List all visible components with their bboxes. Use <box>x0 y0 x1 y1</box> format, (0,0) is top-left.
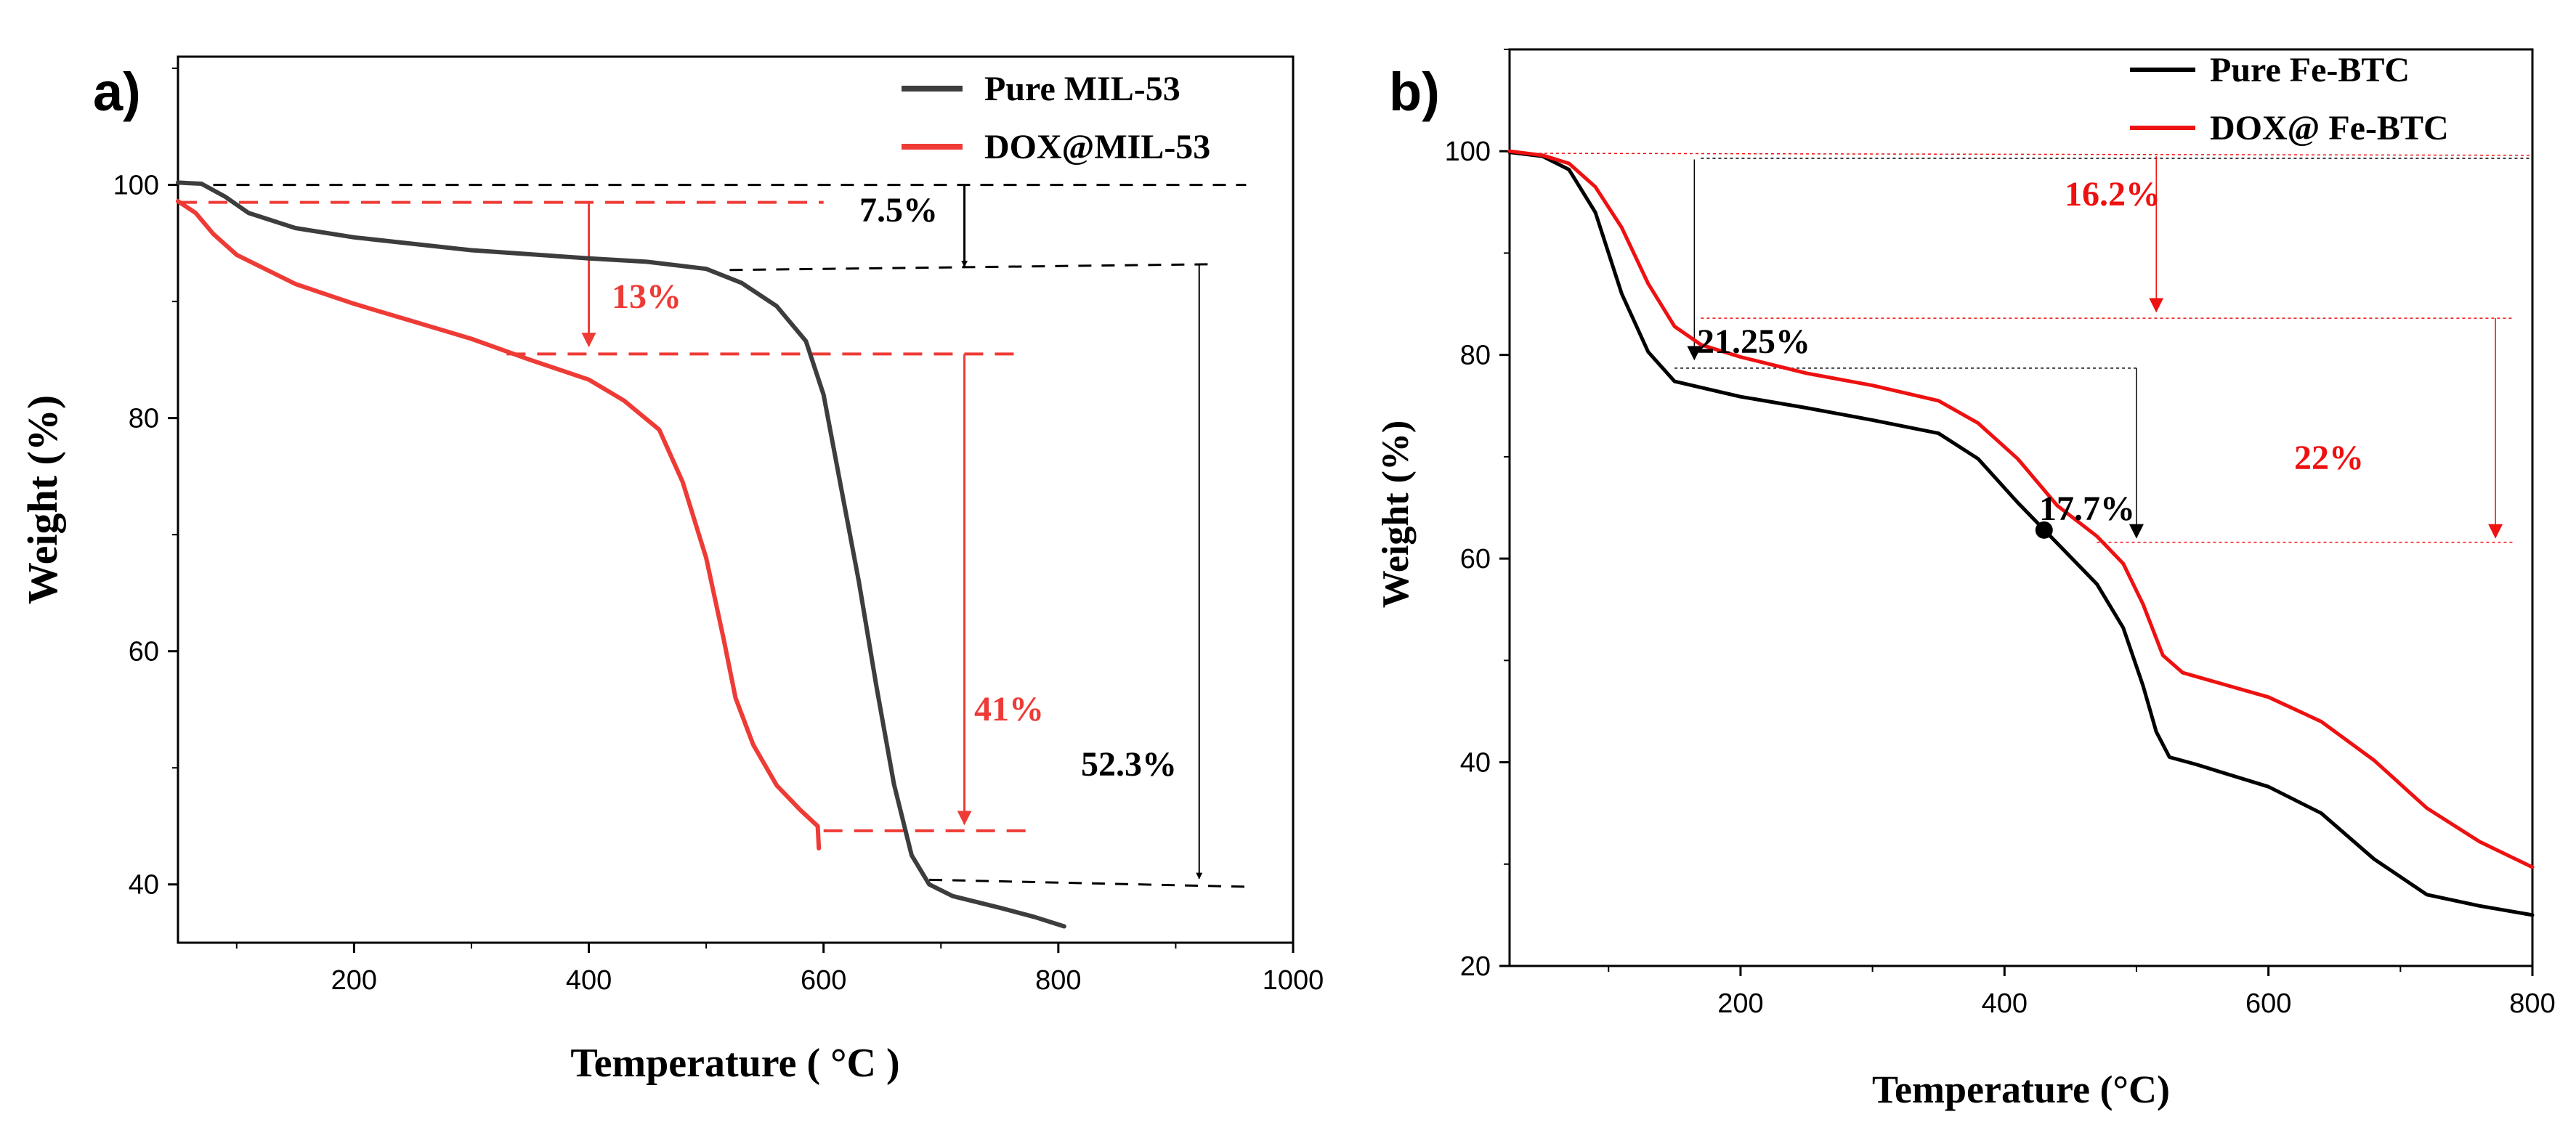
x-tick-label: 200 <box>331 965 377 996</box>
y-tick-label: 100 <box>113 171 159 201</box>
panel-a-ticks <box>168 68 1295 953</box>
y-tick-label: 80 <box>1460 341 1491 371</box>
x-tick-label: 400 <box>1982 988 2028 1019</box>
panel-a-letter: a) <box>93 62 141 122</box>
panel-b-ticks <box>1499 49 2534 976</box>
panel-a-guide-lines <box>178 184 1247 888</box>
panel-b-series <box>1507 149 2535 917</box>
annotation-7-5-percent: 7.5% <box>859 191 938 230</box>
y-tick-label: 40 <box>129 870 159 901</box>
y-tick-label: 60 <box>1460 544 1491 574</box>
annotation-41-percent: 41% <box>974 690 1044 728</box>
panel-b: 200 400 600 800 20 40 60 80 100 b) Weight (%) Te… <box>1375 48 2556 1111</box>
legend-label-pure-fe-btc: Pure Fe-BTC <box>2210 51 2410 89</box>
annotation-16-2-percent: 16.2% <box>2065 175 2160 214</box>
panel-a-tick-labels: 200 400 600 800 1000 40 60 80 100 <box>113 171 1324 996</box>
panel-b-letter: b) <box>1389 62 1440 122</box>
panel-b-tick-labels: 200 400 600 800 20 40 60 80 100 <box>1445 137 2556 1019</box>
series-line-dox-fe-btc <box>1507 149 2535 869</box>
panel-a-y-axis-title: Weight (%) <box>19 395 66 604</box>
annotation-52-3-percent: 52.3% <box>1081 745 1177 784</box>
guide-b-100-red <box>1509 153 2533 156</box>
panel-b-frame <box>1508 48 2534 967</box>
annotation-21-25-percent: 21.25% <box>1697 322 1810 361</box>
panel-b-x-axis-title: Temperature (°C) <box>1872 1068 2170 1111</box>
panel-b-y-axis-title: Weight (%) <box>1375 421 1417 609</box>
legend-label-dox-fe-btc: DOX@ Fe-BTC <box>2210 109 2449 147</box>
guide-a-40 <box>929 878 1247 888</box>
series-line-pure-fe-btc <box>1507 150 2535 917</box>
y-tick-label: 60 <box>129 637 159 667</box>
y-tick-label: 20 <box>1460 951 1491 982</box>
legend-label-pure-mil-53: Pure MIL-53 <box>984 70 1180 108</box>
x-tick-label: 800 <box>2509 988 2555 1019</box>
y-tick-label: 100 <box>1445 137 1491 167</box>
y-tick-label: 40 <box>1460 748 1491 779</box>
x-tick-label: 600 <box>801 965 846 996</box>
x-tick-label: 600 <box>2245 988 2291 1019</box>
y-tick-label: 80 <box>129 404 159 434</box>
point-marker <box>2035 521 2053 539</box>
annotation-17-7-percent: 17.7% <box>2039 490 2135 528</box>
panel-a-series <box>176 180 1066 929</box>
series-line-pure-mil-53 <box>176 180 1066 929</box>
x-tick-label: 1000 <box>1263 965 1324 996</box>
legend-label-dox-mil-53: DOX@MIL-53 <box>984 128 1210 166</box>
annotation-13-percent: 13% <box>612 277 681 316</box>
panel-a-x-axis-title: Temperature ( °C ) <box>570 1041 899 1086</box>
x-tick-label: 400 <box>566 965 612 996</box>
panel-a-frame <box>177 55 1295 944</box>
guide-a-93 <box>729 263 1217 272</box>
series-line-dox-mil-53 <box>176 199 822 850</box>
panel-b-guide-lines <box>1509 153 2533 543</box>
x-tick-label: 800 <box>1035 965 1081 996</box>
annotation-22-percent: 22% <box>2294 439 2364 477</box>
x-tick-label: 200 <box>1717 988 1763 1019</box>
